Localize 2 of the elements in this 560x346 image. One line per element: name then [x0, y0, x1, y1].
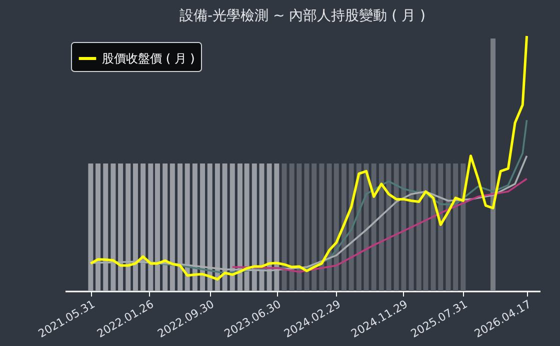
- legend-label: 股價收盤價 ( 月 ): [102, 52, 195, 66]
- chart-title: 設備-光學檢測 ~ 內部人持股變動 ( 月 ): [180, 8, 426, 24]
